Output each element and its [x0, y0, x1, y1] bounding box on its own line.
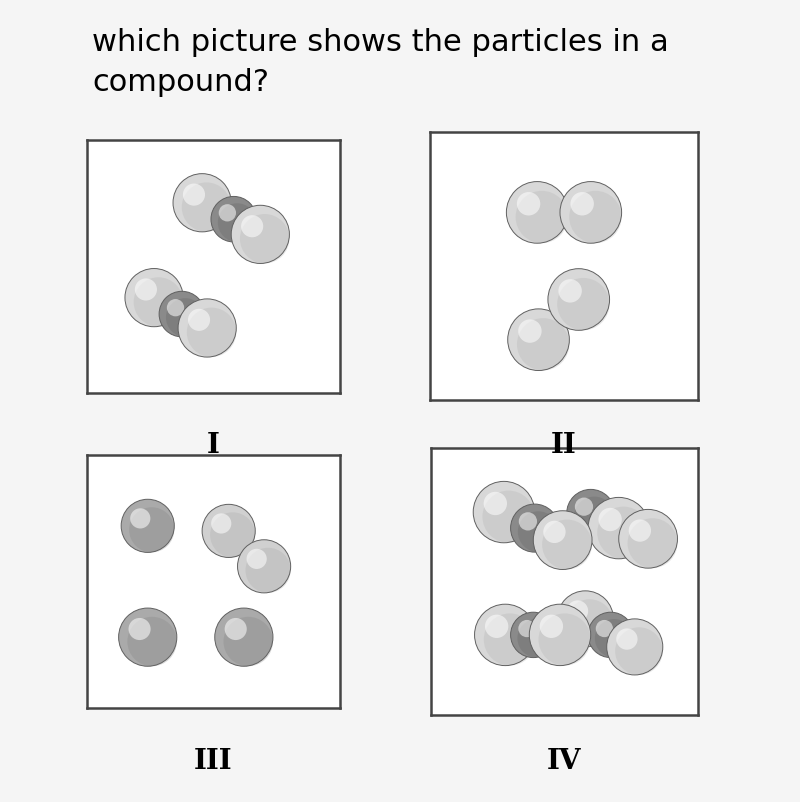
Circle shape	[246, 548, 290, 593]
Circle shape	[183, 184, 205, 205]
Circle shape	[540, 614, 563, 638]
Circle shape	[588, 497, 650, 559]
Circle shape	[518, 619, 556, 658]
Circle shape	[508, 309, 570, 371]
Circle shape	[560, 181, 622, 243]
Circle shape	[606, 619, 662, 675]
Circle shape	[129, 507, 174, 553]
Circle shape	[542, 520, 592, 569]
Circle shape	[485, 614, 508, 638]
Circle shape	[570, 191, 622, 243]
Circle shape	[618, 509, 678, 568]
Circle shape	[474, 481, 534, 543]
Circle shape	[530, 604, 590, 666]
Circle shape	[182, 182, 231, 232]
Circle shape	[566, 599, 614, 647]
Circle shape	[223, 617, 273, 666]
Circle shape	[627, 518, 678, 568]
Circle shape	[534, 511, 592, 569]
Text: III: III	[194, 748, 233, 775]
Circle shape	[211, 196, 257, 242]
Circle shape	[566, 489, 614, 537]
Text: compound?: compound?	[92, 68, 269, 97]
Circle shape	[188, 309, 210, 331]
Circle shape	[231, 205, 290, 264]
Circle shape	[246, 549, 266, 569]
Circle shape	[557, 278, 610, 330]
Circle shape	[166, 298, 205, 337]
Circle shape	[474, 604, 536, 666]
Circle shape	[241, 215, 263, 237]
Circle shape	[178, 299, 236, 357]
Circle shape	[598, 508, 622, 531]
Circle shape	[118, 608, 177, 666]
Circle shape	[210, 512, 255, 557]
Circle shape	[518, 512, 558, 552]
Text: I: I	[207, 432, 220, 459]
Circle shape	[214, 608, 273, 666]
Circle shape	[615, 627, 662, 675]
Circle shape	[570, 192, 594, 216]
Circle shape	[134, 277, 183, 326]
Circle shape	[484, 492, 507, 515]
Circle shape	[574, 496, 614, 537]
Circle shape	[567, 601, 588, 622]
Circle shape	[518, 512, 537, 530]
Circle shape	[543, 520, 566, 543]
Circle shape	[125, 269, 183, 326]
Text: which picture shows the particles in a: which picture shows the particles in a	[92, 28, 669, 57]
Circle shape	[575, 497, 593, 516]
Circle shape	[187, 308, 236, 357]
Circle shape	[211, 513, 231, 533]
Circle shape	[218, 205, 236, 221]
Circle shape	[517, 318, 570, 371]
Circle shape	[127, 617, 177, 666]
Circle shape	[616, 629, 638, 650]
Circle shape	[538, 614, 590, 666]
Circle shape	[167, 299, 184, 316]
Circle shape	[238, 540, 290, 593]
Circle shape	[240, 214, 290, 264]
Circle shape	[558, 279, 582, 302]
Circle shape	[484, 614, 536, 666]
Circle shape	[629, 520, 651, 541]
Circle shape	[130, 508, 150, 529]
Circle shape	[588, 612, 634, 658]
Circle shape	[595, 619, 634, 658]
Circle shape	[510, 504, 558, 552]
Circle shape	[518, 620, 535, 637]
Circle shape	[510, 612, 556, 658]
Text: II: II	[551, 432, 577, 459]
Circle shape	[518, 319, 542, 342]
Circle shape	[159, 291, 205, 337]
Circle shape	[225, 618, 246, 640]
Circle shape	[173, 174, 231, 232]
Circle shape	[129, 618, 150, 640]
Circle shape	[202, 504, 255, 557]
Circle shape	[516, 191, 568, 243]
Circle shape	[598, 507, 650, 559]
Circle shape	[482, 491, 534, 543]
Circle shape	[218, 203, 257, 242]
Circle shape	[596, 620, 613, 637]
Circle shape	[121, 500, 174, 553]
Circle shape	[558, 591, 614, 647]
Circle shape	[517, 192, 540, 216]
Circle shape	[506, 181, 568, 243]
Text: IV: IV	[546, 748, 582, 775]
Circle shape	[135, 278, 157, 301]
Circle shape	[548, 269, 610, 330]
